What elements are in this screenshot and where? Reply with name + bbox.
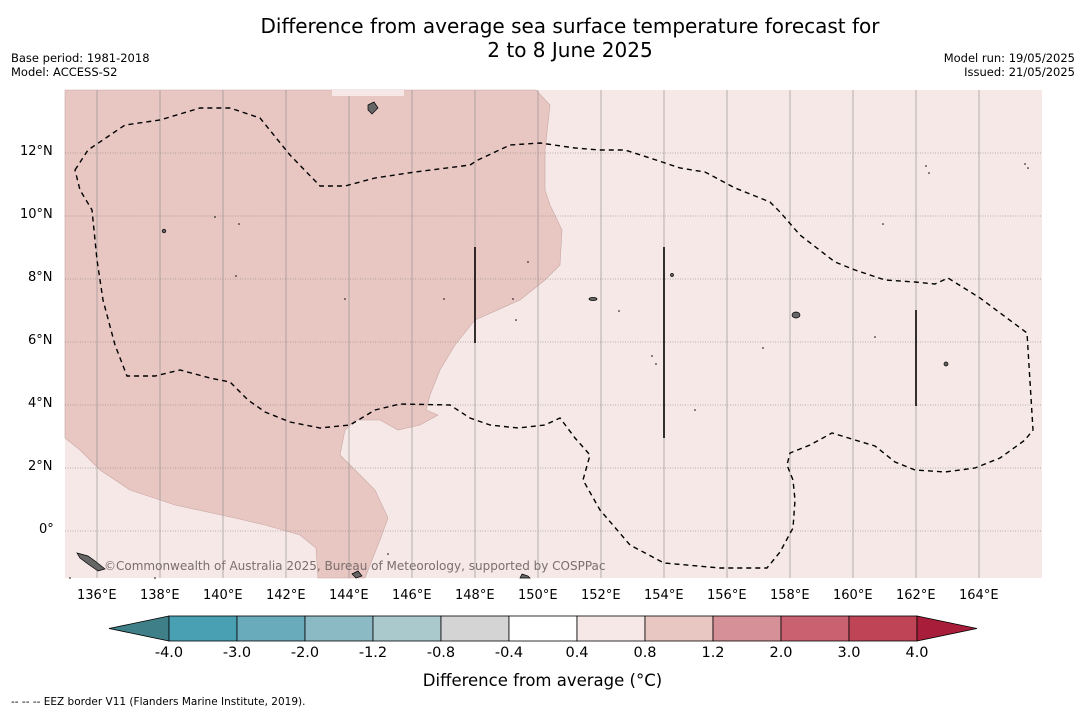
colorbar-segment: [168, 615, 238, 642]
lat-label-2n: 2°N: [28, 459, 53, 474]
colorbar-extend-low: [108, 615, 170, 642]
colorbar-segment: [712, 615, 782, 642]
model-name: Model: ACCESS-S2: [11, 65, 118, 79]
lon-label-160e: 160°E: [833, 588, 873, 603]
colorbar-tick-label: -0.8: [426, 645, 456, 661]
colorbar-segment: [848, 615, 918, 642]
colorbar-segment: [304, 615, 374, 642]
base-period: Base period: 1981-2018: [11, 51, 150, 65]
colorbar-tick-label: -0.4: [494, 645, 524, 661]
lat-gridlines: [65, 152, 1042, 532]
island-kosrae: [367, 101, 379, 115]
lat-label-8n: 8°N: [28, 270, 53, 285]
island-small-1: [161, 228, 167, 234]
anomaly-region-0.8-1.2: [64, 89, 563, 579]
lon-label-146e: 146°E: [392, 588, 432, 603]
colorbar-segment: [236, 615, 306, 642]
colorbar-tick-label: 1.2: [701, 645, 725, 661]
lat-label-0: 0°: [39, 522, 54, 537]
island-chuuk: [588, 297, 598, 301]
colorbar-tick-label: 2.0: [769, 645, 793, 661]
colorbar-segment: [644, 615, 714, 642]
lat-label-10n: 10°N: [20, 207, 53, 222]
meta-left: Base period: 1981-2018 Model: ACCESS-S2: [11, 51, 150, 79]
island-palau: [76, 552, 106, 572]
island-new-guinea: [519, 573, 531, 579]
lon-label-162e: 162°E: [896, 588, 936, 603]
lon-label-150e: 150°E: [518, 588, 558, 603]
lon-label-154e: 154°E: [644, 588, 684, 603]
model-run: Model run: 19/05/2025: [943, 51, 1075, 65]
title-line-2: 2 to 8 June 2025: [487, 38, 653, 62]
colorbar-title: Difference from average (°C): [422, 671, 663, 690]
colorbar-extend-high: [916, 615, 978, 642]
lon-label-148e: 148°E: [455, 588, 495, 603]
lon-label-164e: 164°E: [959, 588, 999, 603]
colorbar-tick-label: -3.0: [222, 645, 252, 661]
lon-label-142e: 142°E: [266, 588, 306, 603]
lon-label-156e: 156°E: [707, 588, 747, 603]
colorbar-segment: [508, 615, 578, 642]
title-line-1: Difference from average sea surface temp…: [260, 14, 880, 38]
colorbar-segment: [440, 615, 510, 642]
meta-right: Model run: 19/05/2025 Issued: 21/05/2025: [944, 51, 1075, 79]
lat-label-12n: 12°N: [20, 144, 53, 159]
map-patch-top: [332, 90, 404, 96]
colorbar-segment: [576, 615, 646, 642]
credit-text: ©Commonwealth of Australia 2025, Bureau …: [104, 559, 606, 573]
colorbar: [108, 615, 978, 642]
island-small-3: [943, 361, 949, 367]
lon-label-140e: 140°E: [203, 588, 243, 603]
segment-lines: [474, 247, 917, 438]
colorbar-segment: [780, 615, 850, 642]
island-manus: [351, 570, 363, 579]
lon-label-138e: 138°E: [140, 588, 180, 603]
colorbar-tick-label: 3.0: [837, 645, 861, 661]
colorbar-tick-label: -1.2: [358, 645, 388, 661]
eez-border: [74, 107, 1034, 569]
lat-label-6n: 6°N: [28, 333, 53, 348]
colorbar-tick-label: 0.8: [633, 645, 657, 661]
island-pohnpei: [791, 311, 801, 319]
issued-date: Issued: 21/05/2025: [964, 65, 1075, 79]
colorbar-tick-label: -4.0: [154, 645, 184, 661]
colorbar-segment: [372, 615, 442, 642]
colorbar-tick-label: 0.4: [565, 645, 589, 661]
chart-title: Difference from average sea surface temp…: [200, 14, 940, 62]
lon-label-144e: 144°E: [329, 588, 369, 603]
island-small-2: [670, 273, 674, 277]
islets: [69, 163, 1029, 579]
lon-label-158e: 158°E: [770, 588, 810, 603]
colorbar-tick-label: -2.0: [290, 645, 320, 661]
lon-label-152e: 152°E: [581, 588, 621, 603]
eez-legend-note: -- -- -- EEZ border V11 (Flanders Marine…: [11, 696, 306, 708]
islands: [76, 101, 949, 579]
lon-label-136e: 136°E: [77, 588, 117, 603]
colorbar-tick-label: 4.0: [905, 645, 929, 661]
lat-label-4n: 4°N: [28, 396, 53, 411]
